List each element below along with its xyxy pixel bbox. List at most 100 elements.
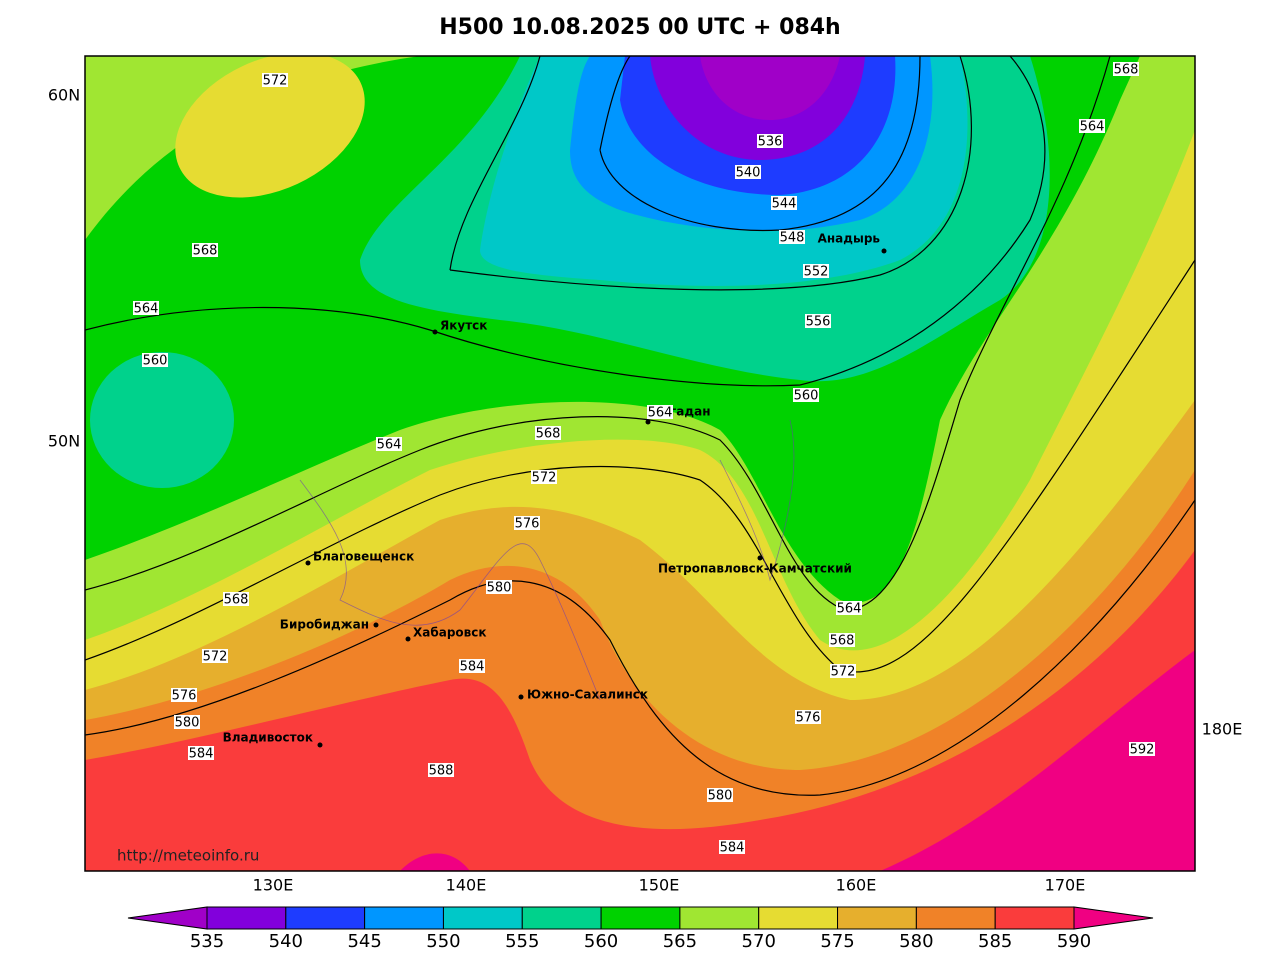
city-marker <box>881 248 887 254</box>
contour-label-box <box>142 353 168 367</box>
colorbar-segment <box>442 906 523 930</box>
contour-label-text: 584 <box>189 747 214 762</box>
city-marker <box>645 419 651 425</box>
colorbar-tick-label: 590 <box>1057 931 1091 952</box>
contour-label: 580 <box>486 580 512 596</box>
contour-label-text: 588 <box>429 764 454 779</box>
colorbar-segment <box>285 906 366 930</box>
contour-label-text: 576 <box>515 517 540 532</box>
contour-label-text: 560 <box>794 389 819 404</box>
contour-label-box <box>757 134 783 148</box>
contour-label-text: 564 <box>1080 120 1105 135</box>
contour-label: 580 <box>707 788 733 804</box>
contour-label-box <box>1079 119 1105 133</box>
lon-label: 150E <box>639 876 680 895</box>
colorbar-tick-label: 575 <box>820 931 854 952</box>
contour-label-text: 576 <box>796 711 821 726</box>
contour-label-box <box>171 688 197 702</box>
contour-label-box <box>829 633 855 647</box>
title: H500 10.08.2025 00 UTC + 084h <box>439 15 840 40</box>
contour-label-text: 544 <box>772 197 797 212</box>
colorbar-arrow <box>1073 906 1154 930</box>
contour-label-box <box>771 196 797 210</box>
contour-label-box <box>795 710 821 724</box>
contour-label-text: 564 <box>134 302 159 317</box>
contour-label-text: 564 <box>648 406 673 421</box>
contour-label: 552 <box>803 264 829 280</box>
contour-label-box <box>514 516 540 530</box>
lon-label: 180E <box>1202 720 1243 739</box>
colorbar-segment <box>679 906 760 930</box>
contour-label-box <box>1129 742 1155 756</box>
map-area <box>85 56 1195 871</box>
contour-label-text: 580 <box>487 581 512 596</box>
contour-label-box <box>376 437 402 451</box>
contour-label: 572 <box>531 470 557 486</box>
contour-label: 564 <box>647 405 673 421</box>
contour-label-box <box>428 763 454 777</box>
contour-label-box <box>836 601 862 615</box>
contour-label-box <box>202 649 228 663</box>
contour-label: 560 <box>793 388 819 404</box>
map-frame <box>84 55 1196 872</box>
contour-label-box <box>1113 62 1139 76</box>
contour-label: 592 <box>1129 742 1155 758</box>
contour-label: 580 <box>174 715 200 731</box>
city-label: Биробиджан <box>280 618 369 632</box>
contour-label-box <box>262 73 288 87</box>
contour-label: 560 <box>142 353 168 369</box>
contour-label: 584 <box>459 659 485 675</box>
city-marker <box>373 622 379 628</box>
contour-label: 572 <box>262 73 288 89</box>
colorbar-tick-label: 550 <box>426 931 460 952</box>
contour-label-text: 552 <box>804 265 829 280</box>
contour-label-text: 568 <box>224 593 249 608</box>
contour-label: 576 <box>514 516 540 532</box>
contour-label: 572 <box>830 664 856 680</box>
lon-label: 160E <box>836 876 877 895</box>
lon-label: 170E <box>1045 876 1086 895</box>
contour-label: 564 <box>133 301 159 317</box>
contour-label-text: 584 <box>460 660 485 675</box>
colorbar-tick-label: 555 <box>505 931 539 952</box>
contour-label-box <box>192 243 218 257</box>
contour-label-box <box>531 470 557 484</box>
colorbar-tick-label: 560 <box>584 931 618 952</box>
lat-label: 50N <box>48 432 80 451</box>
contour-label-text: 580 <box>175 716 200 731</box>
colorbar-segment <box>600 906 681 930</box>
colorbar-segment <box>758 906 839 930</box>
city-marker <box>518 694 524 700</box>
contour-label-box <box>779 230 805 244</box>
contour-label-box <box>830 664 856 678</box>
contour-label-box <box>793 388 819 402</box>
contour-label-box <box>535 426 561 440</box>
contour-label-box <box>133 301 159 315</box>
source-url: http://meteoinfo.ru <box>117 847 259 865</box>
contour-label: 584 <box>188 746 214 762</box>
contour-label-text: 592 <box>1130 743 1155 758</box>
contour-label-box <box>188 746 214 760</box>
contour-label: 544 <box>771 196 797 212</box>
contour-label: 588 <box>428 763 454 779</box>
contour-label-text: 580 <box>708 789 733 804</box>
contour-label-box <box>223 592 249 606</box>
contour-label-text: 584 <box>720 841 745 856</box>
contour-label-box <box>459 659 485 673</box>
contour-label-text: 568 <box>536 427 561 442</box>
lon-label: 140E <box>446 876 487 895</box>
contour-label-text: 540 <box>736 166 761 181</box>
city-label: Якутск <box>440 319 487 333</box>
contour-label-box <box>803 264 829 278</box>
city-marker <box>317 742 323 748</box>
contour-label-text: 568 <box>830 634 855 649</box>
contour-label: 576 <box>795 710 821 726</box>
contour-label: 564 <box>1079 119 1105 135</box>
colorbar-tick-label: 545 <box>347 931 381 952</box>
contour-label-text: 572 <box>532 471 557 486</box>
city-label: Владивосток <box>223 731 313 745</box>
contour-label-text: 572 <box>831 665 856 680</box>
colorbar-segment <box>837 906 917 930</box>
